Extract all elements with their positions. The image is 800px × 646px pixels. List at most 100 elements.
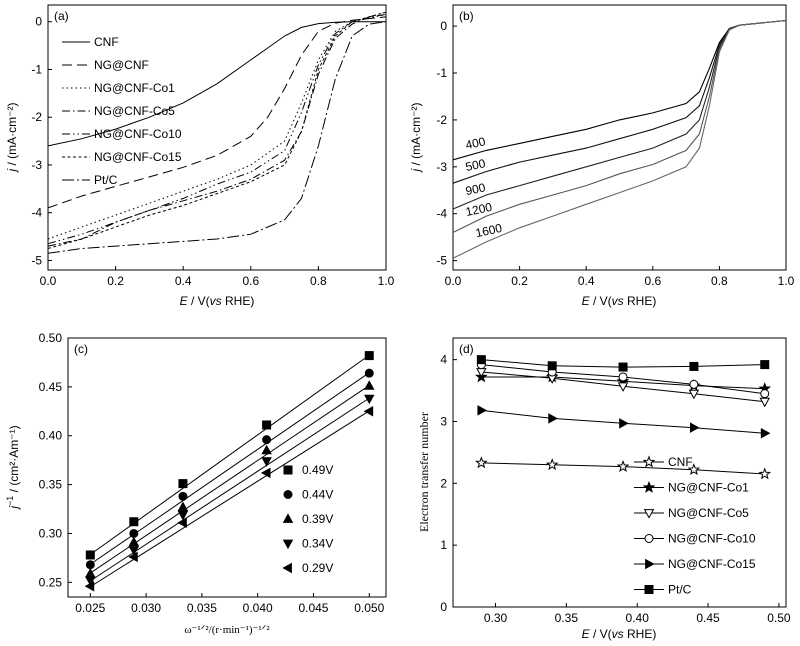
panel-a-series-line (47, 11, 387, 249)
panel-d-xlabel: E / V(vs RHE) (582, 627, 657, 641)
panel-b-ylabel: j / (mA·cm⁻²) (409, 103, 423, 174)
panel-d-legend-label: NG@CNF-Co5 (668, 506, 749, 520)
panel-c-point (178, 479, 188, 489)
panel-d-legend-label: Pt/C (668, 583, 692, 597)
panel-a-xlabel-end: RHE) (222, 294, 255, 308)
panel-a-ytick-label: -3 (31, 158, 42, 172)
panel-c-legend-marker (282, 562, 292, 574)
panel-d-xlabel-var: E (582, 627, 591, 641)
panel-d-ytick-label: 1 (440, 538, 447, 552)
panel-a-legend-label: NG@CNF-Co10 (94, 127, 182, 141)
panel-d-ytick-label: 2 (440, 476, 447, 490)
panel-b-xlabel-vs: vs (612, 294, 624, 308)
panel-d-point (545, 458, 559, 471)
panel-c-ytick-label: 0.45 (39, 380, 63, 394)
panel-a-xtick-label: 0.0 (40, 274, 57, 288)
panel-d-ylabel: Electron transfer number (417, 412, 431, 532)
panel-a-xlabel: E / V(vs RHE) (180, 294, 255, 308)
panel-a-xtick-label: 0.6 (242, 274, 259, 288)
panel-d-label: (d) (459, 342, 474, 356)
panel-c-fit-line (90, 384, 370, 574)
panel-b-frame (452, 4, 787, 271)
panel-c-legend-label: 0.39V (302, 512, 333, 526)
panel-a-xtick-label: 0.4 (175, 274, 192, 288)
panel-a-xtick-label: 1.0 (378, 274, 395, 288)
panel-d-xtick-label: 0.35 (555, 611, 579, 625)
panel-a-series-line (47, 21, 386, 147)
panel-b-series-line (452, 19, 787, 184)
panel-b-series-line (452, 19, 787, 259)
panel-b-xlabel-end: RHE) (624, 294, 657, 308)
panel-b-ylabel-end: / (mA·cm⁻²) (409, 103, 423, 169)
panel-a-legend-label: Pt/C (94, 173, 118, 187)
panel-c-point (128, 551, 138, 563)
panel-a-label: (a) (54, 9, 69, 23)
panel-c-legend-label: 0.34V (302, 537, 333, 551)
panel-c-label: (c) (74, 342, 88, 356)
panel-d-frame (452, 337, 787, 608)
panel-d-xtick-label: 0.50 (767, 611, 791, 625)
panel-c-legend-marker (283, 490, 293, 499)
panel-b-series-label: 900 (464, 180, 487, 198)
panel-a-xlabel-mid: / V( (188, 294, 210, 308)
panel-a-ytick-label: -5 (31, 253, 42, 267)
panel-c-point (129, 528, 139, 538)
panel-c-legend-marker (282, 539, 294, 550)
panel-a-ytick-label: -4 (31, 206, 42, 220)
panel-d-legend-marker (642, 480, 656, 493)
panel-a-frame (47, 4, 387, 271)
panel-d-xtick-label: 0.40 (626, 611, 650, 625)
panel-d-legend-marker (643, 509, 655, 519)
panel-c-ylabel: j−1 / (cm²·Am⁻¹) (5, 425, 21, 510)
panel-b-xlabel: E / V(vs RHE) (582, 294, 657, 308)
panel-c-point (177, 511, 189, 521)
panel-c-xtick-label: 0.045 (298, 601, 328, 615)
panel-c-point (85, 576, 96, 587)
panel-a-xlabel-var: E (180, 294, 189, 308)
panel-a-legend-label: CNF (94, 35, 119, 49)
panel-c-point (178, 491, 188, 501)
panel-c-point (364, 351, 374, 361)
panel-c-ytick-label: 0.50 (39, 331, 63, 345)
panel-d-point (547, 361, 557, 371)
panel-b-xtick-label: 0.8 (711, 274, 728, 288)
panel-b-xtick-label: 0.0 (445, 274, 462, 288)
panel-d-legend-label: NG@CNF-Co10 (668, 532, 756, 546)
panel-d-point (759, 397, 770, 408)
panel-d-legend-label: NG@CNF-Co15 (668, 557, 756, 571)
panel-c-legend-marker (283, 465, 293, 475)
panel-c-ytick-label: 0.40 (39, 429, 63, 443)
panel-a-ylabel: j / (mA·cm⁻²) (5, 103, 19, 174)
panel-b-ytick-label: -3 (436, 160, 447, 174)
panel-b-series-label: 1600 (474, 221, 503, 240)
panel-d-xtick-label: 0.45 (696, 611, 720, 625)
panel-c-point (85, 567, 96, 578)
panel-a-ytick-label: -1 (31, 62, 42, 76)
panel-c-legend-label: 0.44V (302, 488, 333, 502)
panel-c-frame (67, 337, 387, 598)
panel-c-ylabel-end: / (cm²·Am⁻¹) (7, 425, 21, 495)
panel-c-point (261, 457, 272, 467)
panel-c-legend-marker (282, 513, 294, 523)
panel-c-point (262, 435, 272, 445)
panel-b-series-line (452, 19, 787, 210)
panel-a-legend-label: NG@CNF-Co5 (94, 104, 175, 118)
panel-c-xtick-label: 0.030 (131, 601, 161, 615)
panel-c-xtick-label: 0.025 (75, 601, 105, 615)
panel-a-xtick-label: 0.2 (107, 274, 124, 288)
panel-d-legend-marker (644, 585, 654, 594)
panel-b-series-label: 400 (464, 134, 487, 152)
panel-d-point (760, 427, 771, 439)
panel-d-point (618, 362, 628, 372)
panel-a-ylabel-end: / (mA·cm⁻²) (5, 103, 19, 169)
panel-d-ytick-label: 4 (440, 353, 447, 367)
panel-b-series-line (452, 19, 787, 233)
panel-c-point (261, 444, 272, 455)
panel-d-point (548, 413, 558, 424)
panel-c-chart: 0.025 0.030 0.035 0.040 0.045 0.050 0.25 0.30 0.… (5, 331, 387, 636)
panel-b-series-label: 1200 (464, 200, 493, 219)
panel-c-point (85, 560, 95, 570)
panel-a-ytick-label: 0 (35, 15, 42, 29)
panel-a-series-line (47, 16, 387, 209)
